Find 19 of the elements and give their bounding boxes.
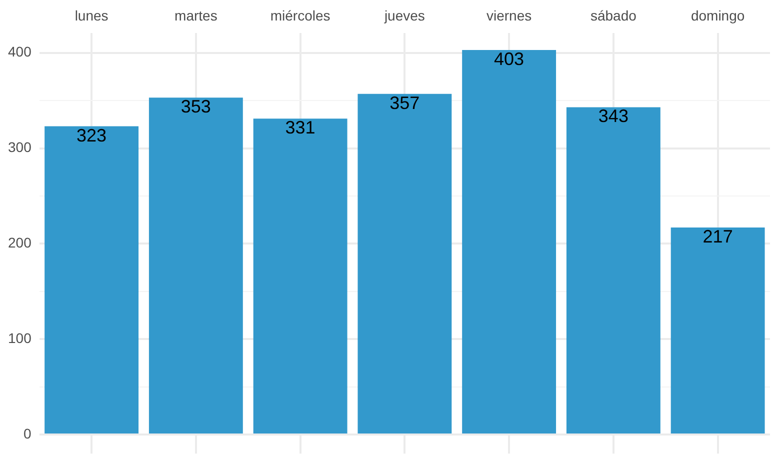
x-tick-label: jueves [383,7,425,24]
data-label: 331 [285,118,316,138]
y-tick-label: 300 [8,139,32,156]
x-tick-label: domingo [690,7,745,24]
y-tick-label: 100 [8,330,32,346]
y-tick-label: 0 [24,425,32,442]
x-tick-label: sábado [590,7,637,24]
x-tick-label: lunes [74,7,108,24]
data-label: 403 [494,48,524,69]
data-label: 357 [390,92,420,113]
y-tick-label: 200 [8,234,32,251]
data-label: 323 [76,125,107,146]
x-tick-label: viernes [486,7,532,24]
data-label: 353 [180,96,211,117]
data-label: 343 [598,106,628,126]
y-tick-label: 400 [8,44,32,60]
x-tick-label: martes [174,7,218,24]
data-label: 217 [702,226,733,246]
x-tick-label: miércoles [270,7,330,24]
